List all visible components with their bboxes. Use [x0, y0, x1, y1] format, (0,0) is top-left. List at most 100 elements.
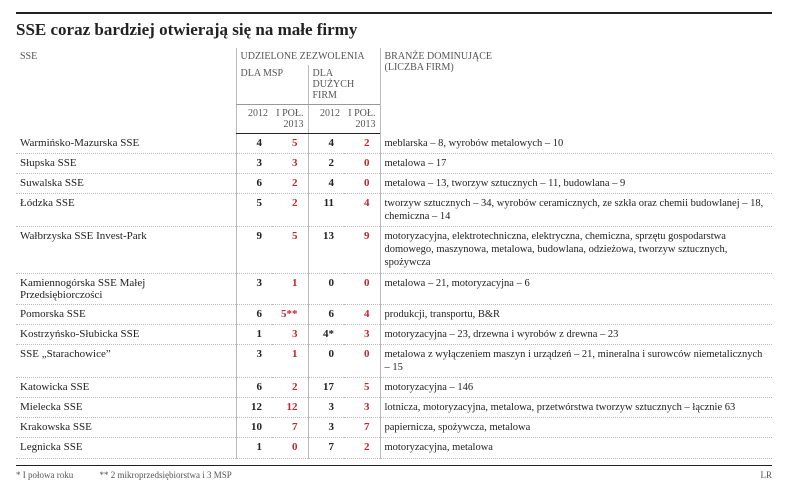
- cell-duze2012: 4*: [308, 324, 344, 344]
- cell-name: Suwalska SSE: [16, 173, 236, 193]
- cell-branze: metalowa – 17: [380, 153, 772, 173]
- cell-duze2012: 11: [308, 193, 344, 226]
- page-title: SSE coraz bardziej otwierają się na małe…: [16, 20, 772, 40]
- cell-branze: metalowa z wyłączeniem maszyn i urządzeń…: [380, 344, 772, 377]
- cell-branze: tworzyw sztucznych – 34, wyrobów ceramic…: [380, 193, 772, 226]
- cell-duze2012: 3: [308, 418, 344, 438]
- table-row: Wałbrzyska SSE Invest-Park95139motoryzac…: [16, 227, 772, 273]
- cell-msp2012: 3: [236, 273, 272, 304]
- cell-branze: papiernicza, spożywcza, metalowa: [380, 418, 772, 438]
- table-row: Krakowska SSE10737papiernicza, spożywcza…: [16, 418, 772, 438]
- cell-branze: motoryzacyjna – 23, drzewna i wyrobów z …: [380, 324, 772, 344]
- cell-msp2013: 0: [272, 438, 308, 458]
- table-row: Słupska SSE3320metalowa – 17: [16, 153, 772, 173]
- col-duze-2012: 2012: [308, 105, 344, 134]
- col-branze: BRANŻE DOMINUJĄCE (LICZBA FIRM): [380, 48, 772, 134]
- cell-duze2013: 0: [344, 153, 380, 173]
- cell-duze2012: 0: [308, 344, 344, 377]
- cell-duze2012: 17: [308, 378, 344, 398]
- cell-msp2013: 1: [272, 344, 308, 377]
- cell-msp2012: 10: [236, 418, 272, 438]
- cell-duze2012: 4: [308, 134, 344, 154]
- cell-branze: metalowa – 21, motoryzacyjna – 6: [380, 273, 772, 304]
- cell-msp2013: 2: [272, 193, 308, 226]
- cell-msp2012: 6: [236, 304, 272, 324]
- table-row: Łódzka SSE52114tworzyw sztucznych – 34, …: [16, 193, 772, 226]
- cell-msp2012: 1: [236, 324, 272, 344]
- cell-branze: lotnicza, motoryzacyjna, metalowa, przet…: [380, 398, 772, 418]
- cell-msp2012: 1: [236, 438, 272, 458]
- cell-branze: produkcji, transportu, B&R: [380, 304, 772, 324]
- cell-name: Słupska SSE: [16, 153, 236, 173]
- col-msp-2012: 2012: [236, 105, 272, 134]
- cell-name: Mielecka SSE: [16, 398, 236, 418]
- cell-msp2012: 9: [236, 227, 272, 273]
- cell-msp2013: 5: [272, 227, 308, 273]
- cell-duze2012: 2: [308, 153, 344, 173]
- cell-msp2013: 5: [272, 134, 308, 154]
- cell-duze2013: 4: [344, 193, 380, 226]
- cell-name: Katowicka SSE: [16, 378, 236, 398]
- cell-msp2012: 3: [236, 344, 272, 377]
- credit: LR: [760, 470, 772, 480]
- cell-name: Legnicka SSE: [16, 438, 236, 458]
- cell-msp2012: 12: [236, 398, 272, 418]
- cell-msp2013: 2: [272, 378, 308, 398]
- cell-duze2012: 3: [308, 398, 344, 418]
- cell-msp2012: 6: [236, 173, 272, 193]
- cell-name: Krakowska SSE: [16, 418, 236, 438]
- col-branze-l2: (LICZBA FIRM): [385, 62, 454, 73]
- cell-duze2013: 3: [344, 324, 380, 344]
- table-row: Kostrzyńsko-Słubicka SSE134*3motoryzacyj…: [16, 324, 772, 344]
- cell-msp2013: 7: [272, 418, 308, 438]
- cell-msp2013: 12: [272, 398, 308, 418]
- cell-duze2013: 0: [344, 173, 380, 193]
- cell-duze2013: 7: [344, 418, 380, 438]
- cell-duze2012: 13: [308, 227, 344, 273]
- cell-duze2012: 6: [308, 304, 344, 324]
- cell-msp2013: 3: [272, 324, 308, 344]
- sse-table: SSE UDZIELONE ZEZWOLENIA BRANŻE DOMINUJĄ…: [16, 48, 772, 459]
- col-msp-2013: I POŁ. 2013: [272, 105, 308, 134]
- col-msp: DLA MSP: [236, 65, 308, 105]
- cell-name: Łódzka SSE: [16, 193, 236, 226]
- cell-name: SSE „Starachowice”: [16, 344, 236, 377]
- cell-duze2013: 0: [344, 273, 380, 304]
- col-duze-2013: I POŁ. 2013: [344, 105, 380, 134]
- col-sse: SSE: [16, 48, 236, 134]
- cell-msp2013: 5**: [272, 304, 308, 324]
- cell-msp2013: 2: [272, 173, 308, 193]
- footnote-2: ** 2 mikroprzedsiębiorstwa i 3 MSP: [100, 470, 232, 480]
- cell-duze2012: 0: [308, 273, 344, 304]
- footnote-1: * I połowa roku: [16, 470, 73, 480]
- cell-msp2012: 4: [236, 134, 272, 154]
- col-zezwolenia: UDZIELONE ZEZWOLENIA: [236, 48, 380, 65]
- cell-name: Warmińsko-Mazurska SSE: [16, 134, 236, 154]
- table-row: Mielecka SSE121233lotnicza, motoryzacyjn…: [16, 398, 772, 418]
- table-row: Katowicka SSE62175motoryzacyjna – 146: [16, 378, 772, 398]
- table-row: SSE „Starachowice”3100metalowa z wyłącze…: [16, 344, 772, 377]
- cell-name: Kamiennogórska SSE Małej Przedsiębiorczo…: [16, 273, 236, 304]
- cell-msp2012: 5: [236, 193, 272, 226]
- cell-duze2012: 4: [308, 173, 344, 193]
- cell-name: Pomorska SSE: [16, 304, 236, 324]
- cell-duze2013: 5: [344, 378, 380, 398]
- cell-branze: motoryzacyjna – 146: [380, 378, 772, 398]
- table-row: Suwalska SSE6240metalowa – 13, tworzyw s…: [16, 173, 772, 193]
- cell-duze2013: 2: [344, 438, 380, 458]
- cell-duze2013: 0: [344, 344, 380, 377]
- col-duze: DLA DUŻYCH FIRM: [308, 65, 380, 105]
- cell-branze: motoryzacyjna, elektrotechniczna, elektr…: [380, 227, 772, 273]
- cell-duze2012: 7: [308, 438, 344, 458]
- table-row: Kamiennogórska SSE Małej Przedsiębiorczo…: [16, 273, 772, 304]
- cell-msp2012: 6: [236, 378, 272, 398]
- cell-duze2013: 9: [344, 227, 380, 273]
- cell-branze: meblarska – 8, wyrobów metalowych – 10: [380, 134, 772, 154]
- table-body: Warmińsko-Mazurska SSE4542meblarska – 8,…: [16, 134, 772, 459]
- cell-duze2013: 3: [344, 398, 380, 418]
- table-row: Pomorska SSE65**64produkcji, transportu,…: [16, 304, 772, 324]
- cell-msp2013: 1: [272, 273, 308, 304]
- cell-name: Wałbrzyska SSE Invest-Park: [16, 227, 236, 273]
- cell-msp2012: 3: [236, 153, 272, 173]
- table-row: Warmińsko-Mazurska SSE4542meblarska – 8,…: [16, 134, 772, 154]
